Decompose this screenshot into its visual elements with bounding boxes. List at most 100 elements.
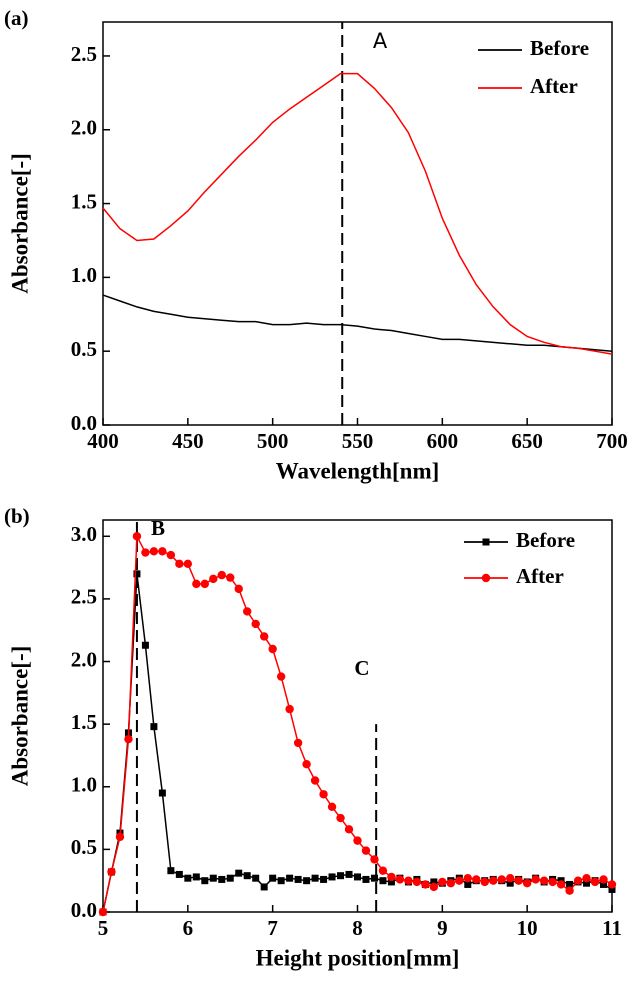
reference-label: B [151,516,165,540]
marker [361,846,371,855]
y-tick-label: 1.5 [71,189,97,213]
x-tick-label: 10 [517,916,538,940]
marker [251,619,260,629]
x-tick-label: 500 [257,429,289,453]
marker [286,874,294,882]
marker [226,573,235,582]
marker [582,873,591,883]
marker [311,874,319,882]
marker [583,879,591,887]
marker [320,875,328,883]
y-tick-label: 2.5 [71,585,97,609]
marker [175,559,184,569]
marker [463,873,472,883]
marker [124,734,133,744]
marker [209,574,218,584]
marker [514,876,523,885]
y-tick-label: 0.5 [71,337,97,361]
marker [345,870,353,878]
marker [107,867,116,877]
marker [590,877,600,887]
marker [327,802,337,811]
panel: (b) 5 6 7 8 9 10 11 0.0 0.5 1.0 1.5 2.0 2.5 3.0 Height … [4,504,622,970]
marker [506,873,515,883]
series-line [102,294,613,352]
legend-marker [481,573,491,583]
marker [183,559,193,569]
y-tick-label: 1.0 [71,263,97,287]
marker [303,877,311,885]
marker [506,879,514,887]
marker [379,877,387,885]
marker [455,876,464,885]
marker [362,875,370,883]
marker [539,876,549,885]
marker [294,875,302,883]
y-axis-title: Absorbance[-] [7,646,32,787]
marker [167,867,175,875]
marker [132,532,142,541]
series-line [102,72,613,355]
marker [404,876,413,885]
y-tick-label: 2.0 [71,647,97,671]
legend-label: After [530,74,578,98]
panel: (a) 400 450 500 550 600 650 700 0.0 0.5 1.0 1.5 2.0 2… [4,6,628,483]
x-tick-label: 400 [87,429,119,453]
marker [430,878,438,886]
marker [285,704,294,714]
marker [608,885,616,893]
marker [277,877,285,885]
marker [565,886,574,895]
marker [378,866,388,875]
x-tick-label: 11 [602,916,622,940]
marker [600,880,608,888]
marker [522,878,532,888]
x-tick-label: 8 [352,916,363,940]
marker [438,877,447,887]
x-tick-label: 600 [427,429,459,453]
x-tick-label: 9 [437,916,448,940]
marker [566,880,574,888]
reference-label: A [373,29,388,53]
marker [310,776,320,785]
legend-marker [482,538,490,546]
legend-label: Before [516,528,575,552]
marker [141,641,149,649]
marker [217,570,226,580]
series-line [102,533,613,913]
panel-label: (b) [4,504,30,528]
marker [209,874,217,882]
legend-label: Before [530,36,589,60]
y-tick-label: 2.5 [71,42,97,66]
x-tick-label: 550 [342,429,374,453]
marker [328,873,336,881]
marker [556,880,566,889]
marker [243,872,251,880]
y-tick-label: 1.0 [71,773,97,797]
marker [141,548,150,557]
y-tick-label: 0.0 [71,411,97,435]
marker [115,832,125,842]
x-tick-label: 5 [98,916,109,940]
marker [472,875,481,884]
marker [293,738,303,748]
marker [412,877,422,887]
marker [243,607,252,616]
marker [548,877,557,887]
marker [497,875,506,884]
marker [319,790,328,799]
marker [192,579,201,589]
y-tick-label: 1.5 [71,710,97,734]
marker [599,875,608,884]
marker [158,547,167,556]
marker [235,869,243,877]
marker [226,874,234,882]
marker [370,874,378,882]
marker [192,873,200,881]
series-line [102,573,613,913]
marker [464,880,472,888]
y-axis-title: Absorbance[-] [7,153,32,294]
marker [387,872,396,882]
marker [302,760,311,769]
